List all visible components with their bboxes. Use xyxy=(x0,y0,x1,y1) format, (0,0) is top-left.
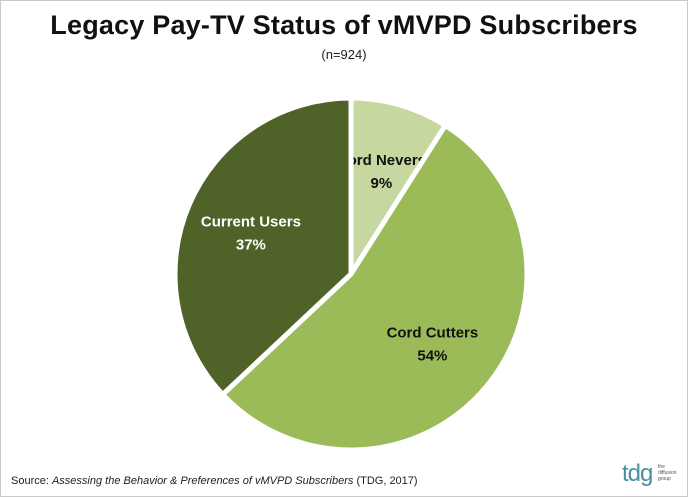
slice-value-current-users: 37% xyxy=(236,237,266,254)
source-note: Source: Assessing the Behavior & Prefere… xyxy=(11,475,418,487)
source-prefix: Source: xyxy=(11,475,52,487)
slice-value-cord-nevers: 9% xyxy=(371,175,393,192)
logo-subtext: the diffusion group xyxy=(658,464,677,482)
source-title: Assessing the Behavior & Preferences of … xyxy=(51,475,354,487)
slice-label-cord-cutters: Cord Cutters xyxy=(387,324,479,341)
slice-label-current-users: Current Users xyxy=(201,214,301,231)
pie-slice-current-users xyxy=(172,95,354,399)
chart-subtitle: (n=924) xyxy=(321,47,367,62)
source-suffix: (TDG, 2017) xyxy=(353,475,418,487)
slice-label-cord-nevers: Cord Nevers xyxy=(337,152,426,169)
pie-slice-cord-nevers xyxy=(348,95,449,283)
logo-mark: tdg xyxy=(622,460,653,487)
tdg-logo: tdg the diffusion group xyxy=(622,460,678,490)
chart-title: Legacy Pay-TV Status of vMVPD Subscriber… xyxy=(50,10,638,40)
pie-slice-cord-cutters xyxy=(219,121,530,453)
slice-value-cord-cutters: 54% xyxy=(417,347,447,364)
